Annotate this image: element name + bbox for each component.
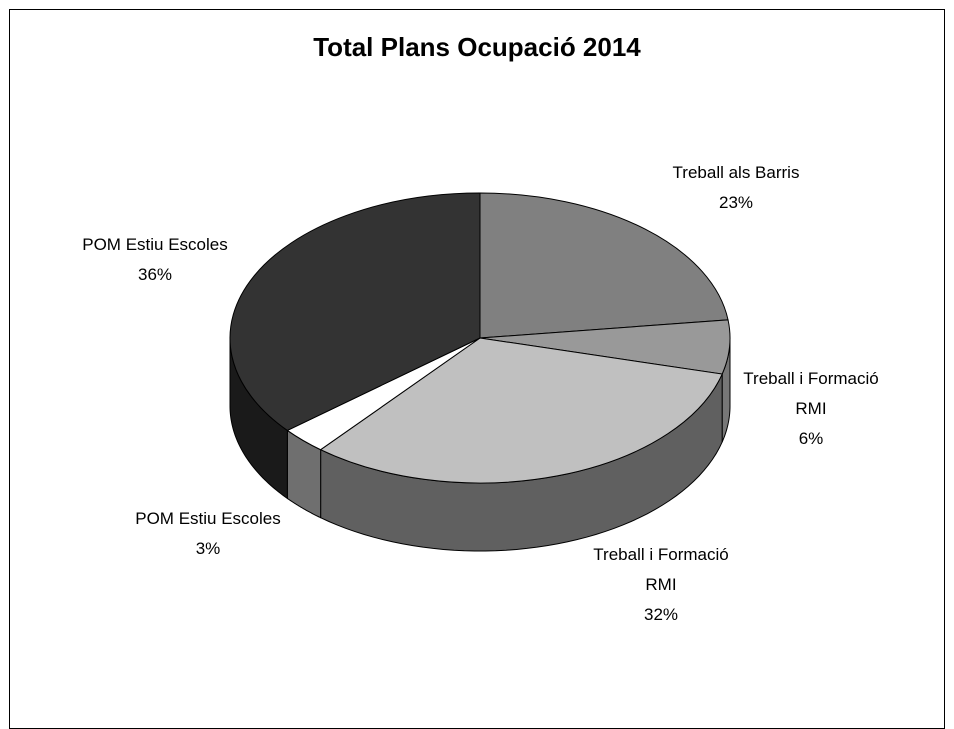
slice-label-line: 23% [719,193,753,212]
chart-title: Total Plans Ocupació 2014 [313,32,641,62]
slice-label-line: Treball als Barris [673,163,800,182]
slice-label-line: Treball i Formació [743,369,878,388]
slice-label-line: 3% [196,539,221,558]
slice-label-4: POM Estiu Escoles 36% [82,235,228,284]
pie-slice-2 [319,337,723,484]
slice-label-line: Treball i Formació [593,545,728,564]
slice-label-line: 36% [138,265,172,284]
slice-label-line: 6% [799,429,824,448]
pie-labels: Treball als Barris 23% Treball i Formació R… [82,163,878,624]
slice-label-0: Treball als Barris 23% [673,163,800,212]
pie-chart: Treball als Barris 23% Treball i Formació R… [82,163,878,624]
slice-label-line: RMI [645,575,676,594]
slice-label-line: 32% [644,605,678,624]
pie-slice-0 [479,192,729,339]
slice-label-line: POM Estiu Escoles [135,509,281,528]
slice-label-line: POM Estiu Escoles [82,235,228,254]
slice-label-1: Treball i Formació RMI 6% [743,369,878,448]
pie-slice-4 [229,192,481,432]
slice-label-3: POM Estiu Escoles 3% [135,509,281,558]
slice-label-2: Treball i Formació RMI 32% [593,545,728,624]
pie-tops [229,192,731,484]
slice-label-line: RMI [795,399,826,418]
pie-sides [229,337,731,552]
